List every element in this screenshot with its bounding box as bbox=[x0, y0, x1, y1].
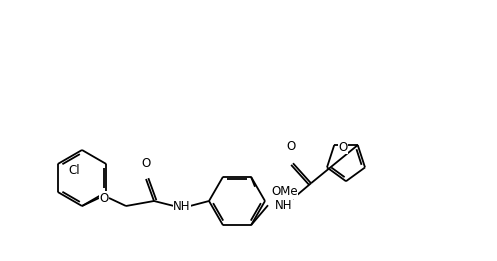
Text: OMe: OMe bbox=[271, 185, 298, 198]
Text: O: O bbox=[99, 192, 109, 205]
Text: NH: NH bbox=[173, 199, 191, 212]
Text: O: O bbox=[338, 141, 347, 153]
Text: O: O bbox=[141, 157, 151, 170]
Text: NH: NH bbox=[275, 199, 293, 212]
Text: O: O bbox=[286, 140, 296, 153]
Text: Cl: Cl bbox=[68, 164, 80, 177]
